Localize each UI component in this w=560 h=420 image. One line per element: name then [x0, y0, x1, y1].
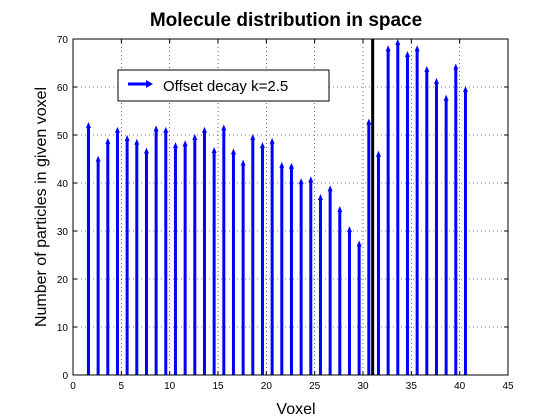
bar-tip — [462, 86, 468, 92]
bar-tip — [366, 118, 372, 125]
plot-frame — [72, 38, 509, 376]
bar-tip — [327, 185, 333, 192]
bar-tip — [114, 126, 120, 133]
bar-tip — [105, 137, 111, 144]
bar-tip — [346, 226, 352, 233]
bar-tip — [172, 142, 178, 149]
bar-series — [85, 38, 468, 375]
bar-tip — [124, 134, 130, 141]
legend-label: Offset decay k=2.5 — [163, 78, 288, 95]
y-axis-label: Number of particles in given voxel — [33, 87, 50, 327]
x-tick-label: 20 — [261, 381, 273, 392]
bar-tip — [269, 137, 275, 144]
y-tick-label: 50 — [57, 131, 69, 142]
bar-tip — [404, 50, 410, 57]
y-tick-label: 60 — [57, 83, 69, 94]
bar-tip — [201, 126, 207, 133]
y-tick-label: 40 — [57, 179, 69, 190]
bar-tip — [298, 178, 304, 185]
y-tick-label: 0 — [62, 371, 68, 382]
bar-tip — [385, 45, 391, 52]
bar-tip — [395, 38, 401, 45]
bar-tip — [211, 146, 217, 153]
bar-tip — [95, 155, 101, 162]
bar-tip — [250, 134, 256, 140]
x-tick-label: 15 — [212, 381, 224, 392]
bar-tip — [192, 134, 198, 140]
y-tick-label: 20 — [57, 275, 69, 286]
bar-tip — [182, 140, 188, 147]
bar-tip — [337, 206, 343, 212]
bar-tip — [143, 147, 149, 154]
bar-tip — [259, 142, 265, 149]
bar-tip — [308, 176, 314, 183]
bar-tip — [230, 148, 236, 155]
bar-tip — [240, 159, 246, 166]
x-tick-label: 45 — [502, 381, 514, 392]
bar-tip — [85, 122, 91, 128]
chart-title: Molecule distribution in space — [150, 10, 422, 31]
bar-tip — [443, 94, 449, 101]
legend-box — [117, 69, 330, 102]
bar-tip — [414, 45, 420, 52]
y-tick-label: 70 — [57, 35, 69, 46]
y-tick-label: 10 — [57, 323, 69, 334]
bar-tip — [153, 125, 159, 132]
bar-tip — [424, 65, 430, 72]
bar-tip — [356, 240, 362, 247]
x-tick-label: 40 — [454, 381, 466, 392]
x-axis-label: Voxel — [276, 401, 315, 418]
bar-tip — [453, 63, 459, 70]
bar-tip — [288, 162, 294, 169]
x-tick-label: 5 — [119, 381, 125, 392]
x-tick-label: 35 — [406, 381, 418, 392]
x-tick-label: 0 — [70, 381, 76, 392]
bar-tip — [279, 161, 285, 168]
bar-tip — [221, 124, 227, 131]
x-tick-label: 25 — [309, 381, 321, 392]
y-axis-ticks: 0 10 20 30 40 50 60 70 — [57, 35, 508, 382]
x-tick-label: 10 — [164, 381, 176, 392]
bar-tip — [134, 138, 140, 145]
legend-swatch-arrowhead — [146, 80, 153, 88]
bar-tip — [163, 126, 169, 133]
bar-tip — [317, 194, 323, 200]
x-tick-label: 30 — [357, 381, 369, 392]
bar-tip — [433, 77, 439, 84]
x-axis-ticks: 0 5 10 15 20 25 30 35 40 45 — [70, 39, 514, 392]
bar-tip — [375, 150, 381, 157]
y-tick-label: 30 — [57, 227, 69, 238]
legend: Offset decay k=2.5 — [117, 69, 330, 102]
